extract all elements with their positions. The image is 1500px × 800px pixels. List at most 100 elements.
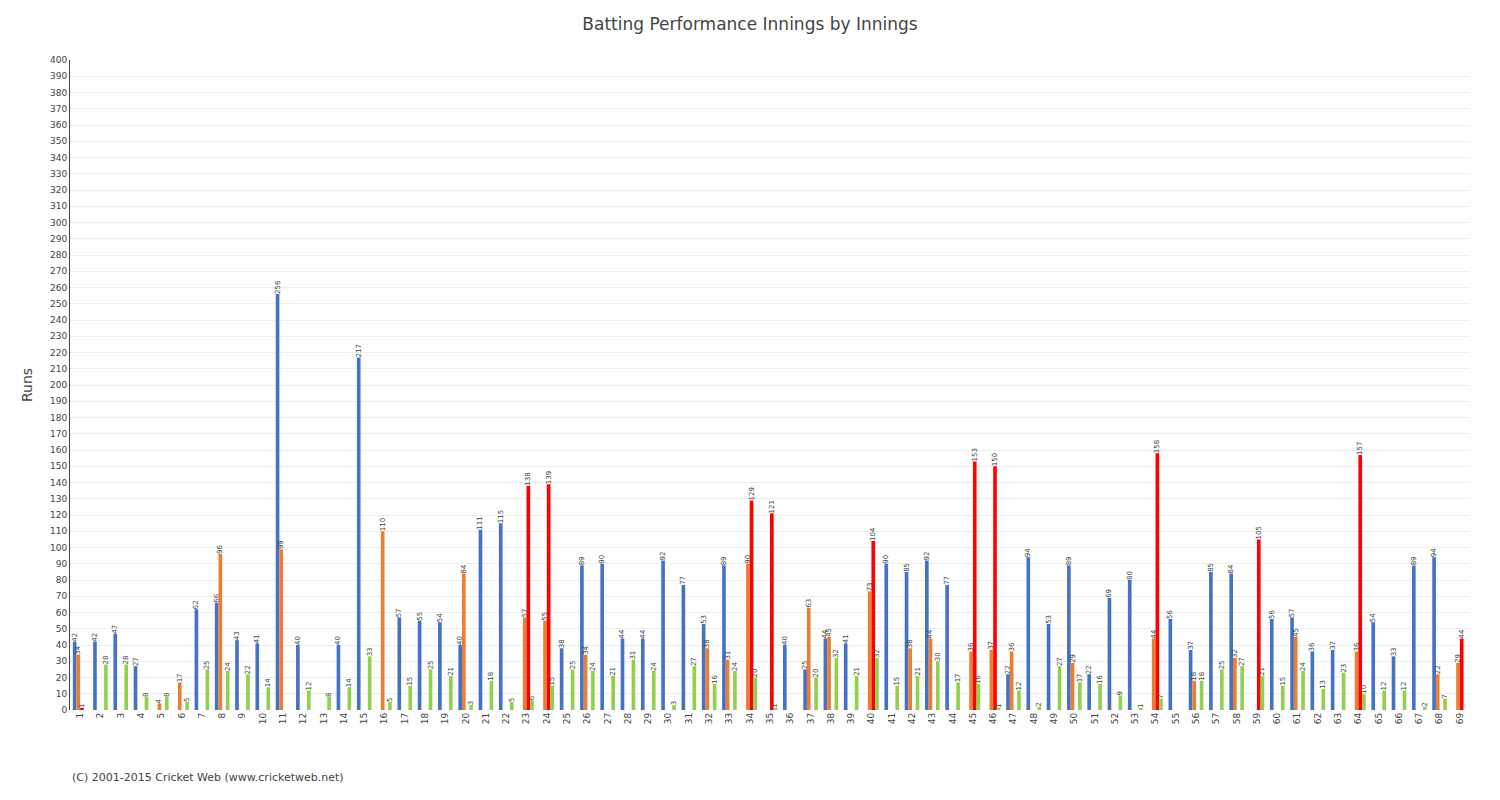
svg-text:36: 36	[785, 713, 795, 725]
svg-text:110: 110	[379, 518, 387, 531]
svg-text:7: 7	[1157, 694, 1165, 698]
svg-text:8: 8	[217, 713, 227, 719]
svg-text:12: 12	[1380, 682, 1388, 691]
svg-text:310: 310	[50, 201, 67, 211]
svg-text:9: 9	[1116, 691, 1124, 695]
svg-text:25: 25	[1218, 660, 1226, 669]
svg-text:14: 14	[345, 678, 353, 687]
svg-text:89: 89	[1065, 556, 1073, 565]
svg-text:69: 69	[1105, 589, 1113, 598]
svg-text:47: 47	[111, 625, 119, 634]
svg-text:55: 55	[541, 612, 549, 621]
svg-text:42: 42	[907, 713, 917, 724]
svg-text:25: 25	[569, 660, 577, 669]
svg-text:24: 24	[589, 662, 597, 671]
svg-text:21: 21	[609, 667, 617, 676]
svg-text:Runs: Runs	[19, 368, 35, 402]
svg-text:73: 73	[866, 582, 874, 591]
svg-text:29: 29	[643, 713, 653, 725]
svg-text:18: 18	[1198, 672, 1206, 681]
svg-text:96: 96	[216, 545, 224, 554]
svg-text:138: 138	[524, 472, 532, 485]
svg-text:53: 53	[700, 615, 708, 624]
svg-text:77: 77	[679, 576, 687, 585]
svg-text:340: 340	[50, 153, 67, 163]
svg-text:56: 56	[1166, 610, 1174, 619]
svg-text:21: 21	[481, 713, 491, 724]
svg-text:94: 94	[1024, 548, 1032, 557]
svg-text:0: 0	[61, 705, 67, 715]
svg-text:25: 25	[562, 713, 572, 724]
svg-text:9: 9	[237, 713, 247, 719]
svg-text:2: 2	[1035, 702, 1043, 706]
svg-text:85: 85	[1207, 563, 1215, 572]
svg-text:13: 13	[319, 713, 329, 724]
svg-text:37: 37	[1187, 641, 1195, 650]
svg-text:85: 85	[903, 563, 911, 572]
svg-text:200: 200	[50, 380, 67, 390]
svg-text:10: 10	[1360, 685, 1368, 694]
svg-text:42: 42	[71, 633, 79, 642]
svg-text:31: 31	[684, 713, 694, 724]
svg-text:57: 57	[521, 608, 529, 617]
svg-text:140: 140	[50, 478, 67, 488]
svg-text:210: 210	[50, 364, 67, 374]
svg-text:157: 157	[1356, 442, 1364, 455]
svg-text:44: 44	[1458, 629, 1466, 638]
svg-text:56: 56	[1191, 713, 1201, 725]
svg-text:63: 63	[1333, 713, 1343, 724]
svg-text:70: 70	[56, 591, 68, 601]
svg-text:25: 25	[203, 660, 211, 669]
svg-text:69: 69	[1455, 713, 1465, 725]
svg-text:370: 370	[50, 104, 67, 114]
svg-text:63: 63	[805, 599, 813, 608]
svg-text:170: 170	[50, 429, 67, 439]
svg-text:110: 110	[50, 526, 67, 536]
svg-text:28: 28	[623, 713, 633, 725]
svg-text:60: 60	[1272, 713, 1282, 725]
svg-text:22: 22	[1434, 665, 1442, 674]
svg-text:16: 16	[1096, 675, 1104, 684]
svg-text:51: 51	[1090, 713, 1100, 724]
svg-text:158: 158	[1153, 440, 1161, 453]
svg-text:22: 22	[501, 713, 511, 724]
svg-text:230: 230	[50, 331, 67, 341]
svg-text:2: 2	[95, 713, 105, 719]
svg-text:68: 68	[1434, 713, 1444, 725]
svg-text:32: 32	[1231, 649, 1239, 658]
svg-text:90: 90	[882, 555, 890, 564]
svg-text:48: 48	[1029, 713, 1039, 725]
svg-text:34: 34	[582, 645, 590, 654]
svg-text:92: 92	[659, 552, 667, 561]
svg-text:22: 22	[1085, 665, 1093, 674]
svg-text:320: 320	[50, 185, 67, 195]
svg-text:360: 360	[50, 120, 67, 130]
svg-text:41: 41	[253, 634, 261, 643]
svg-text:47: 47	[1008, 713, 1018, 724]
svg-text:11: 11	[278, 713, 288, 724]
svg-text:27: 27	[1238, 657, 1246, 666]
svg-text:37: 37	[806, 713, 816, 724]
svg-text:32: 32	[832, 649, 840, 658]
svg-text:30: 30	[934, 652, 942, 661]
svg-text:24: 24	[542, 713, 552, 725]
svg-text:26: 26	[582, 713, 592, 725]
svg-text:94: 94	[1430, 548, 1438, 557]
svg-text:56: 56	[1268, 610, 1276, 619]
svg-text:14: 14	[339, 713, 349, 725]
svg-text:21: 21	[853, 667, 861, 676]
svg-text:153: 153	[971, 448, 979, 461]
svg-text:5: 5	[386, 697, 394, 701]
svg-text:15: 15	[1279, 677, 1287, 686]
svg-text:130: 130	[50, 494, 67, 504]
svg-text:18: 18	[1190, 672, 1198, 681]
svg-text:Batting Performance Innings by: Batting Performance Innings by Innings	[582, 14, 917, 34]
svg-text:44: 44	[618, 629, 626, 638]
svg-text:160: 160	[50, 445, 67, 455]
svg-text:17: 17	[176, 673, 184, 682]
svg-text:8: 8	[325, 693, 333, 697]
svg-text:59: 59	[1252, 713, 1262, 725]
svg-text:36: 36	[967, 642, 975, 651]
svg-text:90: 90	[598, 555, 606, 564]
svg-text:23: 23	[521, 713, 531, 724]
